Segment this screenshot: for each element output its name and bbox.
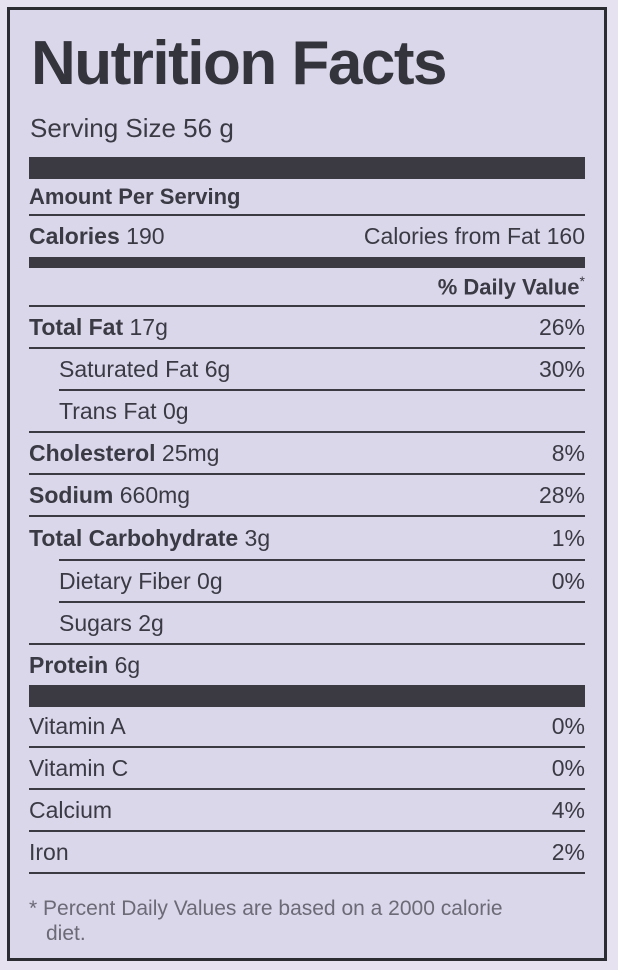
vitamin-dv: 4% (551, 796, 585, 823)
nutrient-amount: 660mg (119, 481, 191, 508)
nutrient-amount: 2g (138, 609, 164, 636)
nutrient-row-dietary-fiber: Dietary Fiber 0g 0% (59, 561, 585, 603)
nutrient-name: Saturated Fat (59, 355, 199, 382)
label-title: Nutrition Facts (31, 29, 447, 98)
nutrient-amount: 6g (204, 355, 231, 382)
nutrient-amount: 6g (114, 651, 141, 678)
nutrient-row-trans-fat: Trans Fat 0g (29, 391, 585, 433)
nutrient-name: Total Fat (29, 313, 124, 340)
nutrition-label: Nutrition Facts Serving Size 56 g Amount… (7, 7, 607, 961)
vitamin-row-a: Vitamin A 0% (29, 707, 585, 748)
nutrient-name: Sodium (29, 481, 114, 508)
nutrient-name: Total Carbohydrate (29, 524, 239, 551)
nutrient-name: Sugars (59, 609, 132, 636)
vitamin-name: Calcium (29, 796, 113, 823)
daily-value-header: % Daily Value* (437, 272, 585, 300)
thick-divider (29, 157, 585, 179)
vitamin-dv: 0% (551, 754, 585, 781)
vitamin-name: Vitamin C (29, 754, 129, 781)
vitamin-dv: 2% (551, 838, 585, 865)
nutrient-dv: 30% (538, 355, 585, 382)
calories-row: Calories 190 Calories from Fat 160 (29, 216, 585, 257)
mid-divider (29, 257, 585, 268)
nutrient-dv: 8% (551, 439, 585, 466)
nutrient-row-saturated-fat: Saturated Fat 6g 30% (59, 349, 585, 391)
vitamin-row-c: Vitamin C 0% (29, 748, 585, 790)
nutrient-amount: 17g (129, 313, 168, 340)
nutrient-row-cholesterol: Cholesterol 25mg 8% (29, 433, 585, 475)
nutrient-row-total-fat: Total Fat 17g 26% (29, 307, 585, 349)
nutrient-amount: 0g (162, 397, 189, 424)
footnote: * Percent Daily Values are based on a 20… (29, 896, 585, 946)
nutrient-name: Trans Fat (59, 397, 157, 424)
nutrient-row-sugars: Sugars 2g (29, 603, 585, 645)
nutrient-amount: 0g (197, 567, 223, 594)
calories: Calories 190 (29, 223, 165, 249)
vitamin-name: Vitamin A (29, 713, 126, 739)
nutrient-name: Protein (29, 651, 109, 678)
nutrient-name: Dietary Fiber (59, 567, 191, 594)
footnote-line-1: * Percent Daily Values are based on a 20… (29, 897, 503, 920)
nutrient-amount: 3g (244, 524, 271, 551)
footnote-line-2: diet. (46, 922, 86, 945)
vitamin-name: Iron (29, 838, 69, 865)
nutrient-row-sodium: Sodium 660mg 28% (29, 475, 585, 517)
daily-value-header-row: % Daily Value* (29, 268, 585, 307)
nutrient-dv: 26% (538, 313, 585, 340)
thick-divider (29, 685, 585, 707)
vitamin-row-calcium: Calcium 4% (29, 790, 585, 832)
nutrient-amount: 25mg (161, 439, 220, 466)
nutrient-row-total-carbohydrate: Total Carbohydrate 3g 1% (29, 517, 585, 559)
nutrient-dv: 1% (551, 524, 585, 551)
serving-size: Serving Size 56 g (30, 113, 234, 143)
amount-per-serving-row: Amount Per Serving (29, 179, 585, 216)
nutrient-row-protein: Protein 6g (29, 645, 585, 685)
vitamin-row-iron: Iron 2% (29, 832, 585, 874)
nutrient-dv: 28% (538, 481, 585, 508)
vitamin-dv: 0% (551, 713, 585, 739)
amount-per-serving: Amount Per Serving (29, 183, 241, 209)
calories-from-fat: Calories from Fat 160 (363, 223, 585, 249)
nutrient-name: Cholesterol (29, 439, 156, 466)
nutrient-dv: 0% (551, 567, 585, 594)
